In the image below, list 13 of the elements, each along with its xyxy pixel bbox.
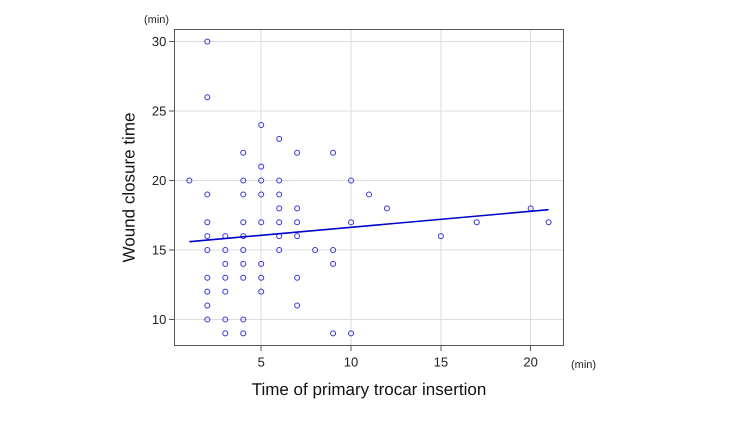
- x-axis-title: Time of primary trocar insertion: [252, 380, 486, 399]
- x-tick-label: 15: [434, 354, 448, 370]
- y-tick-label: 10: [152, 312, 166, 327]
- y-tick-label: 15: [152, 242, 166, 258]
- text: (min): [144, 14, 170, 26]
- y-tick-label: 20: [152, 173, 166, 188]
- y-axis-title: Wound closure time: [119, 112, 138, 262]
- y-tick-label: 25: [152, 104, 166, 119]
- x-tick-label: 5: [258, 354, 265, 370]
- x-tick-label: 10: [344, 354, 358, 370]
- y-tick-label: 30: [152, 34, 166, 50]
- text: (min): [571, 359, 596, 371]
- x-tick-label: 20: [523, 354, 538, 370]
